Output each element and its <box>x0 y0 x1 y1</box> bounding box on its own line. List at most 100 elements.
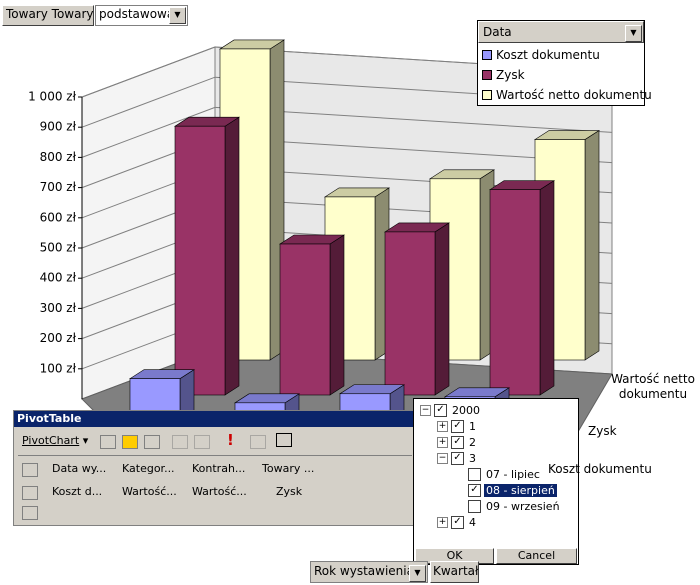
field-button[interactable]: Wartość... <box>192 485 247 498</box>
tool-icon[interactable] <box>250 435 266 449</box>
checkbox <box>468 500 481 513</box>
legend-label: Wartość netto dokumentu <box>496 88 652 102</box>
field-button[interactable]: Wartość... <box>122 485 177 498</box>
legend-label: Koszt dokumentu <box>496 48 600 62</box>
field-icon <box>22 486 38 500</box>
tree-label: 08 - sierpień <box>484 484 557 497</box>
dropdown-arrow[interactable]: ▼ <box>409 565 426 582</box>
y-tick-label: 1 000 zł <box>28 90 76 104</box>
row-field[interactable]: Rok wystawienia ▼ <box>310 561 428 583</box>
y-tick-label: 300 zł <box>40 301 77 315</box>
legend-label: Zysk <box>496 68 525 82</box>
tool-icon[interactable]: ! <box>227 431 234 449</box>
checkbox <box>468 468 481 481</box>
y-tick-label: 700 zł <box>40 180 77 194</box>
field-list: Data wy... Kategor... Kontrah... Towary ...… <box>14 411 414 527</box>
field-icon <box>22 463 38 477</box>
field-icon <box>22 506 38 520</box>
tree-item[interactable]: ✓ 08 - sierpień <box>454 483 557 498</box>
tree-item[interactable]: − ✓ 3 <box>437 451 478 466</box>
tree-item[interactable]: 07 - lipiec <box>454 467 542 482</box>
tree-label: 2 <box>469 436 476 449</box>
expander: − <box>420 405 431 416</box>
bar <box>383 222 451 396</box>
checkbox: ✓ <box>451 516 464 529</box>
filter-tree: − ✓ 2000 + ✓ 1 + ✓ 2− ✓ 3 07 - lipiec ✓ 08 - sierpień… <box>414 399 578 544</box>
bar-side <box>224 116 240 396</box>
field-button[interactable]: Data wy... <box>52 462 107 475</box>
filter-popup: − ✓ 2000 + ✓ 1 + ✓ 2− ✓ 3 07 - lipiec ✓ 08 - sierpień… <box>413 398 579 565</box>
bar-front <box>279 243 331 396</box>
bar-front <box>489 189 541 396</box>
dropdown-arrow[interactable]: ▼ <box>625 25 642 42</box>
cancel-button[interactable]: Cancel <box>496 548 577 564</box>
field-button[interactable]: Towary ... <box>262 462 315 475</box>
tree-item[interactable]: + ✓ 4 <box>437 515 478 530</box>
expander: + <box>437 437 448 448</box>
depth-axis-label: Koszt dokumentu <box>548 462 652 476</box>
legend-entry: Zysk <box>482 66 525 84</box>
tool-icon[interactable] <box>144 435 160 449</box>
legend-entry: Wartość netto dokumentu <box>482 86 652 104</box>
menu-label: PivotChart <box>22 434 80 447</box>
tool-icon[interactable] <box>276 433 292 447</box>
checkbox: ✓ <box>451 436 464 449</box>
field-button[interactable]: Kontrah... <box>192 462 246 475</box>
tree-item[interactable]: + ✓ 2 <box>437 435 478 450</box>
row-field-label: Rok wystawienia <box>314 564 414 578</box>
pivot-toolbar: PivotTable PivotChart ▾ ! Data wy... Kate… <box>13 410 415 526</box>
legend-title-field[interactable]: Data ▼ <box>478 21 644 43</box>
tree-label: 3 <box>469 452 476 465</box>
tool-icon[interactable] <box>194 435 210 449</box>
bar-side <box>434 222 450 396</box>
bar-front <box>174 125 226 396</box>
tree-item[interactable]: 09 - wrzesień <box>454 499 562 514</box>
depth-axis-label: Zysk <box>588 424 617 438</box>
checkbox: ✓ <box>451 452 464 465</box>
tree-label: 4 <box>469 516 476 529</box>
checkbox: ✓ <box>468 484 481 497</box>
tool-icon[interactable] <box>100 435 116 449</box>
legend: Data ▼ Koszt dokumentu Zysk Wartość netto d… <box>477 20 652 106</box>
y-tick-label: 900 zł <box>40 120 77 134</box>
legend-title: Data <box>483 25 512 39</box>
page-field-value: podstawowa <box>99 7 175 21</box>
bar-front <box>384 231 436 396</box>
field-button[interactable]: Kategor... <box>122 462 175 475</box>
tool-icon[interactable] <box>172 435 188 449</box>
checkbox: ✓ <box>434 404 447 417</box>
bar-side <box>584 129 600 361</box>
dropdown-arrow[interactable]: ▼ <box>169 7 186 24</box>
expander: + <box>437 517 448 528</box>
checkbox: ✓ <box>451 420 464 433</box>
tree-item[interactable]: − ✓ 2000 <box>420 403 482 418</box>
grid-line <box>81 76 216 128</box>
bar <box>278 234 346 396</box>
pivotchart-menu[interactable]: PivotChart ▾ <box>22 434 89 447</box>
toolbar-title: PivotTable <box>17 412 82 425</box>
tree-label: 09 - wrzesień <box>486 500 560 513</box>
y-tick-label: 100 zł <box>40 361 77 375</box>
tool-icon[interactable] <box>122 435 138 449</box>
depth-axis-label: Wartość netto dokumentu <box>611 372 695 401</box>
field-button[interactable]: Zysk <box>276 485 303 498</box>
bar-side <box>539 180 555 396</box>
legend-swatch <box>482 50 492 60</box>
toolbar-title-bar: PivotTable <box>14 411 414 427</box>
bar <box>488 180 556 396</box>
page-field-dropdown[interactable]: podstawowa ▼ <box>95 5 188 26</box>
tree-item[interactable]: + ✓ 1 <box>437 419 478 434</box>
page-field-button[interactable]: Towary Towary <box>2 5 94 26</box>
legend-swatch <box>482 70 492 80</box>
y-tick-label: 200 zł <box>40 331 77 345</box>
field-button[interactable]: Koszt d... <box>52 485 103 498</box>
expander: − <box>437 453 448 464</box>
expander: + <box>437 421 448 432</box>
tree-label: 1 <box>469 420 476 433</box>
row-field[interactable]: Kwartał <box>430 561 479 583</box>
y-tick-label: 400 zł <box>40 271 77 285</box>
separator <box>18 455 412 456</box>
bar <box>173 116 241 396</box>
legend-entry: Koszt dokumentu <box>482 46 600 64</box>
